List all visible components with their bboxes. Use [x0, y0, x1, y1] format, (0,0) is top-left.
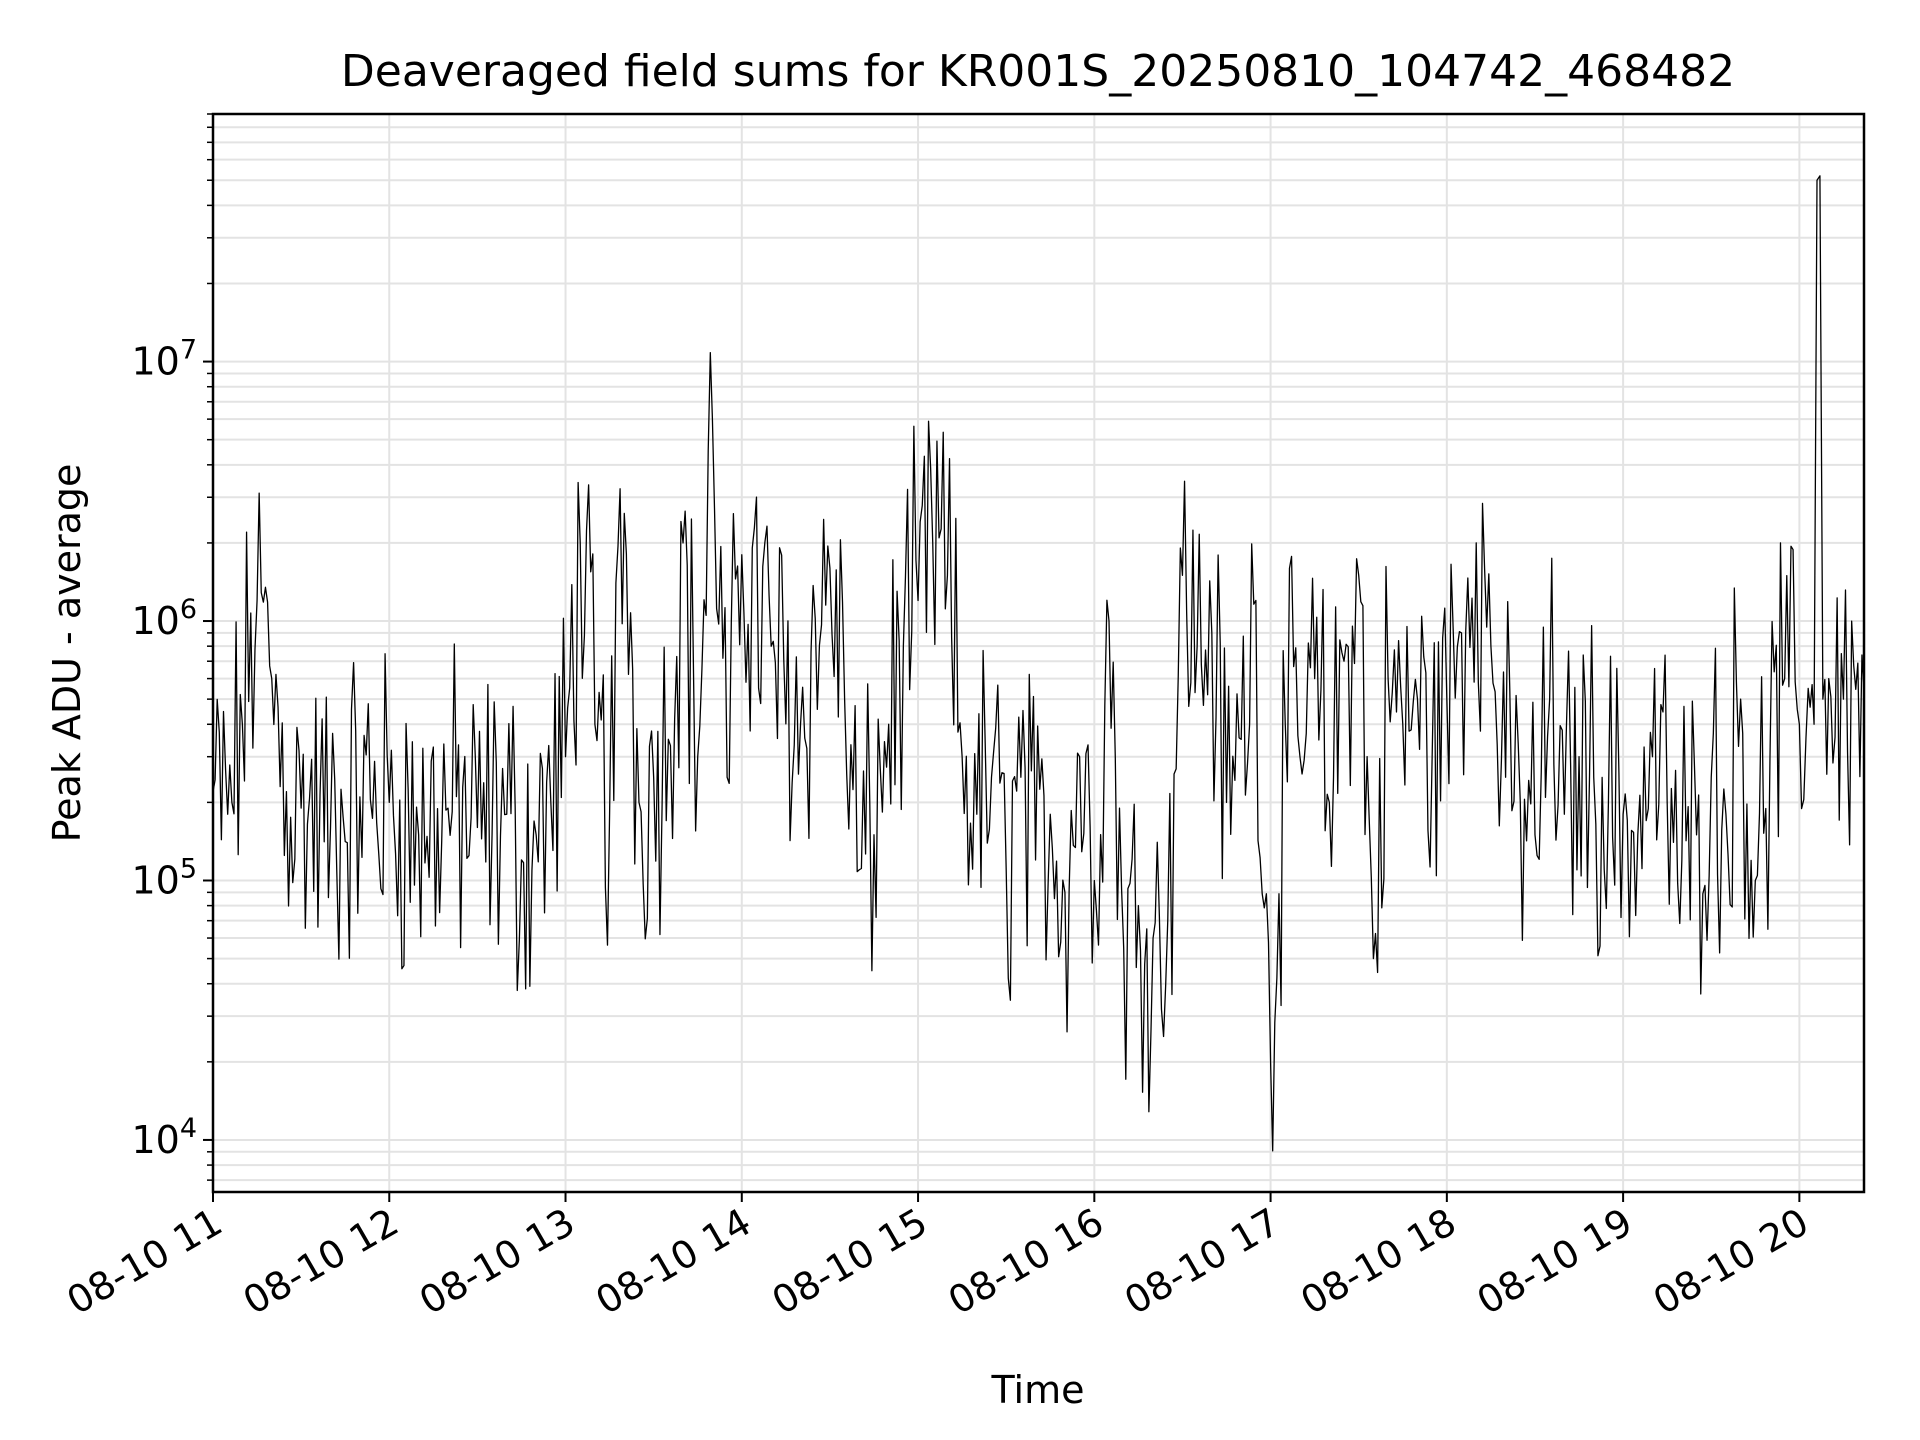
series: [212, 175, 1865, 1152]
series-line: [212, 175, 1865, 1152]
chart-title: Deaveraged field sums for KR001S_2025081…: [341, 46, 1735, 97]
y-tick-label: 107: [131, 335, 197, 384]
y-tick-label: 104: [131, 1113, 197, 1162]
y-tick-label: 105: [131, 853, 197, 902]
plot-frame: [211, 112, 1866, 1194]
y-axis-label: Peak ADU - average: [45, 464, 89, 843]
x-axis-label: Time: [991, 1368, 1085, 1412]
y-tick-label: 106: [131, 594, 197, 643]
y-axis: 104 105 106 107: [131, 113, 213, 1181]
